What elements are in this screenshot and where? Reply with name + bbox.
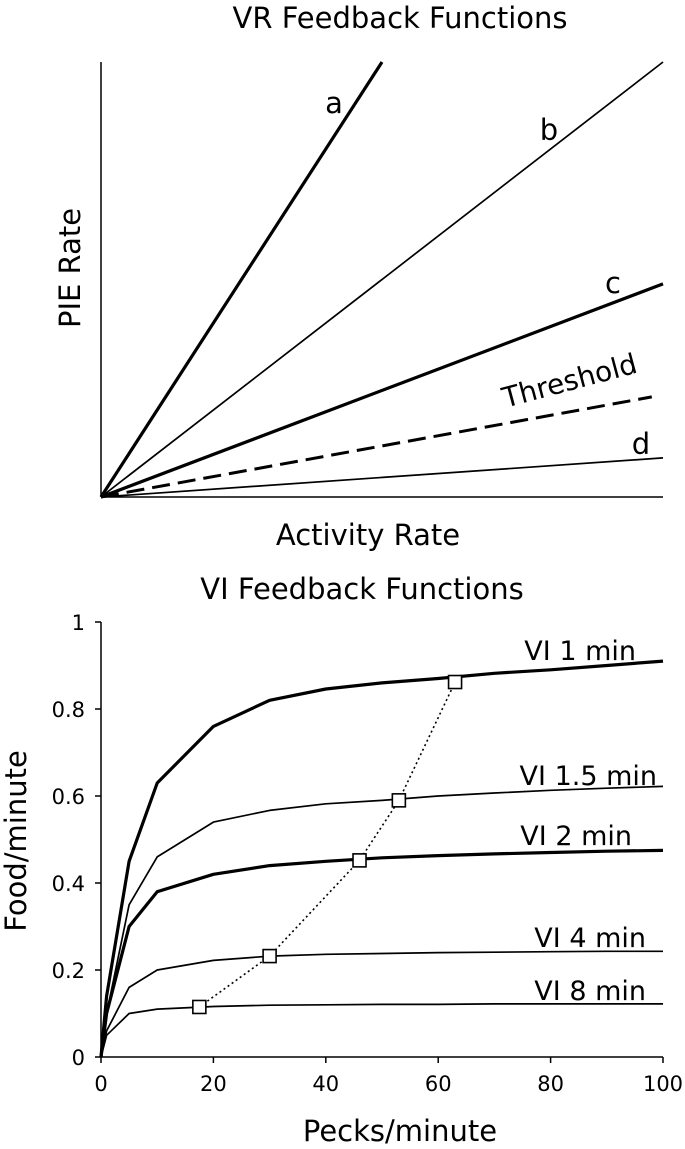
vi-x-tick-label: 100 — [643, 1072, 683, 1096]
vi-line-vi-4-min — [100, 950, 663, 1058]
vi-x-tick-label: 40 — [312, 1072, 339, 1096]
vi-y-tick-label: 0.8 — [52, 698, 85, 722]
vi-equilibrium-point — [262, 948, 277, 964]
vr-label-d: d — [632, 427, 650, 461]
vr-label-threshold: Threshold — [498, 347, 641, 415]
vi-y-tick-label: 0.4 — [52, 872, 85, 896]
vr-x-label: Activity Rate — [276, 518, 460, 552]
vi-line-vi-2-min — [99, 848, 664, 1058]
vi-label-1min: VI 1 min — [524, 636, 636, 667]
vi-line-vi-1-5-min — [100, 785, 664, 1058]
vi-line-vi-8-min — [100, 1003, 663, 1058]
vi-equilibrium-point — [352, 853, 367, 868]
vi-label-1-5min: VI 1.5 min — [520, 761, 657, 792]
vi-lines — [99, 659, 664, 1058]
vr-title: VR Feedback Functions — [233, 1, 568, 35]
vi-y-tick-label: 0.6 — [52, 785, 85, 809]
vi-x-tick-label: 60 — [425, 1072, 452, 1096]
vr-label-a: a — [325, 86, 343, 120]
vr-line-threshold — [100, 395, 653, 499]
vr-label-b: b — [540, 113, 558, 147]
vi-x-tick-label: 20 — [200, 1072, 227, 1096]
vr-line-d — [100, 457, 664, 498]
vi-y-ticks: 0 0.2 0.4 0.6 0.8 1 — [52, 611, 101, 1070]
vr-lines — [99, 61, 664, 499]
vr-line-b — [100, 61, 664, 498]
vi-chart: VI Feedback Functions 0 0.2 0.4 0.6 0.8 1 0 20… — [0, 572, 683, 1148]
vi-x-ticks: 0 20 40 60 80 100 — [94, 1057, 683, 1096]
vr-chart: VR Feedback Functions PIE Rate Activity … — [53, 1, 664, 552]
vr-line-a — [99, 61, 384, 498]
vi-y-tick-label: 0.2 — [52, 959, 85, 983]
vr-label-c: c — [605, 266, 621, 300]
vi-title: VI Feedback Functions — [200, 572, 523, 606]
vi-label-2min: VI 2 min — [520, 821, 632, 852]
vi-equilibrium-points — [192, 674, 463, 1015]
vi-y-tick-label: 1 — [72, 611, 85, 635]
vi-equilibrium-point — [447, 674, 463, 690]
vi-label-8min: VI 8 min — [534, 976, 646, 1007]
vi-line-vi-1-min — [99, 659, 664, 1058]
vi-equilibrium-point — [192, 999, 207, 1015]
vr-y-label: PIE Rate — [53, 208, 87, 328]
vi-label-4min: VI 4 min — [534, 923, 646, 954]
vi-y-label: Food/minute — [0, 750, 33, 932]
vi-x-label: Pecks/minute — [303, 1114, 497, 1148]
vi-equilibrium-point — [391, 793, 407, 808]
vr-line-c — [100, 282, 664, 499]
vi-x-tick-label: 0 — [94, 1072, 107, 1096]
vi-y-tick-label: 0 — [72, 1046, 85, 1070]
vi-x-tick-label: 80 — [537, 1072, 564, 1096]
